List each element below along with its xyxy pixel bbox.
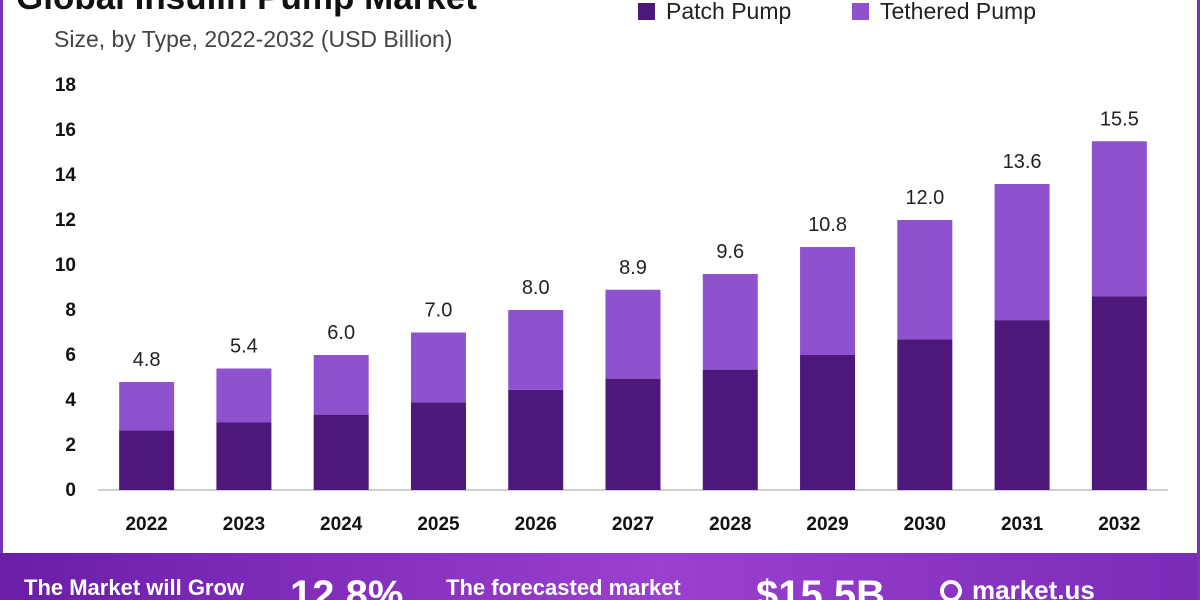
- bar-tethered-pump-2031: [994, 184, 1050, 321]
- bar-patch-pump-2032: [1091, 296, 1147, 490]
- bar-patch-pump-2031: [994, 320, 1050, 490]
- y-tick-label-6: 6: [65, 345, 76, 366]
- legend-item-patch-pump: Patch Pump: [638, 0, 791, 25]
- bar-patch-pump-2025: [410, 402, 466, 490]
- footer-cagr-value: 12.8%: [290, 573, 404, 600]
- footer-forecast-text: The forecasted market: [446, 575, 681, 600]
- legend-swatch-patch-pump: [638, 3, 655, 20]
- legend-item-tethered-pump: Tethered Pump: [852, 0, 1036, 25]
- total-label-2024: 6.0: [327, 322, 355, 344]
- bar-tethered-pump-2026: [508, 310, 564, 390]
- bar-tethered-pump-2028: [702, 274, 758, 370]
- total-label-2023: 5.4: [230, 336, 258, 358]
- y-tick-label-0: 0: [65, 480, 76, 501]
- bar-tethered-pump-2032: [1091, 141, 1147, 297]
- bar-tethered-pump-2025: [410, 332, 466, 403]
- y-tick-label-12: 12: [55, 210, 76, 231]
- y-tick-label-10: 10: [55, 255, 76, 276]
- chart-title: Global Insulin Pump Market: [16, 0, 477, 18]
- footer-grow-text: The Market will Grow: [24, 575, 245, 600]
- footer-brand-text: market.us: [972, 575, 1095, 600]
- bar-patch-pump-2022: [119, 430, 175, 490]
- brand-logo-icon: [940, 580, 962, 600]
- x-tick-label-2031: 2031: [1001, 514, 1044, 535]
- total-label-2030: 12.0: [905, 187, 944, 209]
- y-tick-label-18: 18: [55, 75, 76, 96]
- y-tick-label-14: 14: [55, 165, 77, 186]
- bar-tethered-pump-2029: [800, 247, 856, 355]
- bar-tethered-pump-2023: [216, 368, 272, 423]
- bar-patch-pump-2028: [702, 369, 758, 490]
- bar-patch-pump-2026: [508, 389, 564, 490]
- bar-tethered-pump-2024: [313, 355, 369, 415]
- total-label-2028: 9.6: [716, 241, 744, 263]
- y-tick-label-16: 16: [55, 120, 76, 141]
- x-tick-label-2023: 2023: [223, 514, 265, 535]
- y-tick-label-8: 8: [65, 300, 76, 321]
- legend-label-tethered-pump: Tethered Pump: [880, 0, 1036, 24]
- bar-tethered-pump-2030: [897, 220, 953, 340]
- total-label-2025: 7.0: [425, 300, 453, 322]
- bar-patch-pump-2027: [605, 378, 661, 490]
- x-tick-label-2026: 2026: [515, 514, 557, 535]
- x-tick-label-2030: 2030: [904, 514, 946, 535]
- footer-brand-logo: market.us: [940, 575, 1095, 600]
- footer-forecast-value: $15.5B: [756, 573, 885, 600]
- bar-tethered-pump-2027: [605, 289, 661, 379]
- x-tick-label-2029: 2029: [806, 514, 848, 535]
- total-label-2031: 13.6: [1003, 151, 1042, 173]
- bar-patch-pump-2023: [216, 422, 272, 490]
- bar-tethered-pump-2022: [119, 382, 175, 431]
- total-label-2032: 15.5: [1100, 108, 1139, 130]
- chart-subtitle: Size, by Type, 2022-2032 (USD Billion): [54, 26, 453, 52]
- x-tick-label-2025: 2025: [417, 514, 460, 535]
- x-tick-label-2032: 2032: [1098, 514, 1140, 535]
- total-label-2022: 4.8: [133, 349, 161, 371]
- y-tick-label-4: 4: [65, 390, 76, 411]
- x-tick-label-2024: 2024: [320, 514, 363, 535]
- legend-swatch-tethered-pump: [852, 3, 869, 20]
- x-tick-label-2022: 2022: [125, 514, 167, 535]
- footer-banner: The Market will Grow 12.8% The forecaste…: [0, 553, 1200, 600]
- y-tick-label-2: 2: [65, 435, 76, 456]
- stacked-bar-chart: 0 2 4 6 8 10 12 14 16 18 4.8 2022 5.4 2023 6.0 2024 7.0 2…: [55, 75, 1168, 535]
- x-tick-label-2028: 2028: [709, 514, 751, 535]
- bar-patch-pump-2029: [800, 355, 856, 490]
- total-label-2026: 8.0: [522, 277, 550, 299]
- x-tick-label-2027: 2027: [612, 514, 654, 535]
- bar-patch-pump-2030: [897, 339, 953, 490]
- legend-label-patch-pump: Patch Pump: [666, 0, 792, 24]
- total-label-2029: 10.8: [808, 214, 847, 236]
- total-label-2027: 8.9: [619, 257, 647, 279]
- bar-patch-pump-2024: [313, 414, 369, 490]
